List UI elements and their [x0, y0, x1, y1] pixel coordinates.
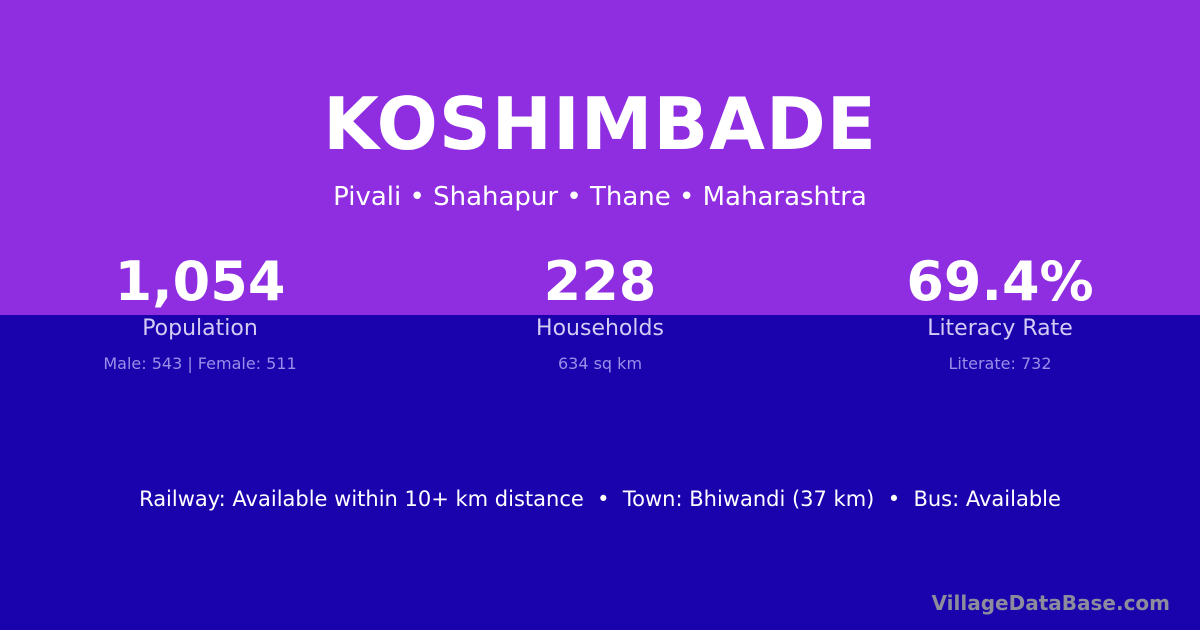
stat-value: 69.4% — [906, 250, 1094, 313]
stat-value: 228 — [543, 250, 657, 313]
connectivity-info: Railway: Available within 10+ km distanc… — [139, 487, 1061, 511]
stat-value: 1,054 — [114, 250, 286, 313]
stats-band — [0, 315, 1200, 630]
stat-detail: Literate: 732 — [948, 354, 1052, 373]
stat-detail: Male: 543 | Female: 511 — [103, 354, 297, 373]
location-breadcrumb: Pivali • Shahapur • Thane • Maharashtra — [333, 182, 867, 212]
header-band — [0, 0, 1200, 315]
stat-label: Literacy Rate — [927, 316, 1073, 341]
stat-label: Households — [536, 316, 664, 341]
stat-detail: 634 sq km — [557, 354, 643, 373]
stat-label: Population — [142, 316, 258, 341]
brand-logo: VillageDataBase.com — [931, 591, 1170, 615]
village-name: KOSHIMBADE — [323, 82, 877, 166]
